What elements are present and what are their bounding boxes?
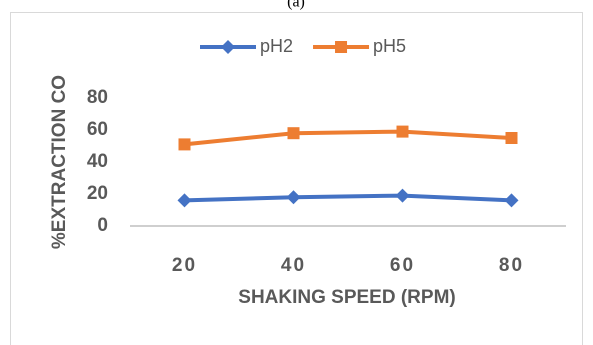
- y-axis-title: %EXTRACTION CO: [49, 75, 70, 249]
- data-point: [177, 193, 192, 208]
- legend-label: pH5: [373, 36, 406, 56]
- x-tick-label: 20: [172, 255, 197, 276]
- y-tick-label: 0: [97, 215, 108, 236]
- data-point: [395, 188, 410, 203]
- y-tick-label: 20: [87, 183, 108, 204]
- data-point: [287, 127, 300, 140]
- legend-label: pH2: [260, 36, 293, 56]
- data-point: [505, 132, 518, 144]
- legend-marker: [221, 40, 235, 54]
- series-line: [184, 129, 512, 147]
- caption: (a): [287, 0, 305, 11]
- data-point: [396, 125, 409, 138]
- data-point: [286, 190, 301, 205]
- y-tick-label: 60: [87, 119, 108, 140]
- x-tick-label: 40: [281, 255, 306, 276]
- y-tick-label: 40: [87, 151, 108, 172]
- data-point: [504, 193, 519, 208]
- chart-border: [10, 12, 583, 345]
- legend-marker: [335, 41, 348, 53]
- series-line: [184, 193, 512, 203]
- x-tick-label: 60: [390, 255, 415, 276]
- y-tick-label: 80: [87, 87, 108, 108]
- x-tick-label: 80: [499, 255, 524, 276]
- x-axis-title: SHAKING SPEED (RPM): [238, 287, 455, 308]
- data-point: [178, 138, 191, 151]
